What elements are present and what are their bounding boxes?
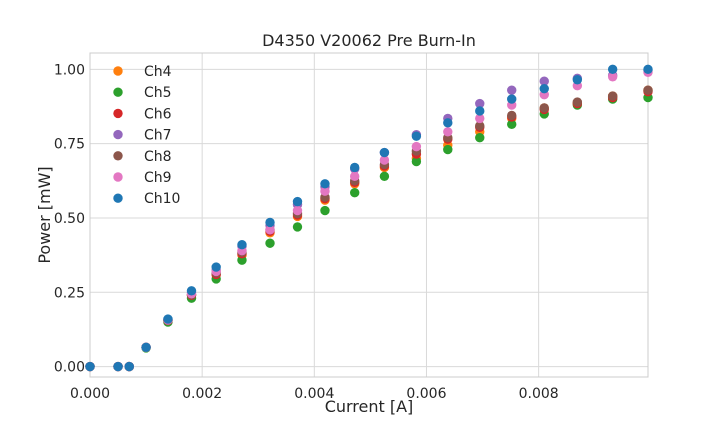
data-point [475, 113, 485, 124]
data-point [443, 118, 453, 128]
x-tick-label: 0.002 [182, 386, 222, 402]
data-point [572, 97, 583, 107]
data-point [211, 262, 221, 272]
data-point [379, 147, 390, 158]
plot-background [90, 53, 648, 377]
y-tick-label: 0.00 [54, 360, 85, 376]
data-point [443, 144, 453, 155]
data-point [113, 361, 123, 372]
x-tick-label: 0.006 [406, 386, 446, 402]
data-point [265, 238, 275, 248]
points-layer [85, 64, 653, 372]
data-point [349, 188, 360, 198]
data-point [237, 240, 247, 250]
data-point [379, 171, 390, 182]
series-ch10 [85, 64, 653, 372]
data-point [411, 131, 422, 141]
data-point [607, 64, 618, 75]
data-point [539, 76, 549, 86]
data-point [507, 110, 517, 121]
data-point [539, 83, 549, 94]
grid-layer [89, 53, 648, 377]
legend: Ch4 Ch5 Ch6 Ch7 Ch8 Ch9 Ch10 [113, 64, 180, 207]
data-point [379, 155, 390, 165]
data-point [349, 162, 360, 173]
legend-label: Ch5 [144, 85, 172, 101]
y-tick-label: 0.75 [54, 137, 85, 153]
legend-item: Ch6 [113, 106, 172, 122]
y-tick-label: 0.25 [54, 285, 85, 301]
data-point [265, 225, 275, 235]
legend-item: Ch7 [113, 128, 172, 144]
data-point [572, 75, 583, 85]
legend-marker [113, 108, 123, 119]
data-point [141, 342, 151, 352]
data-point [411, 156, 422, 167]
y-axis-label: Power [mW] [35, 166, 54, 263]
legend-label: Ch6 [144, 106, 172, 122]
data-point [85, 361, 95, 372]
legend-label: Ch9 [144, 170, 172, 186]
x-axis-label: Current [A] [325, 397, 414, 416]
data-point [411, 141, 422, 152]
data-point [643, 85, 653, 95]
data-point [607, 91, 618, 101]
tick-layer: 0.000 0.002 0.004 0.006 0.008 0.00 0.25 0.50 0.7… [54, 62, 559, 402]
legend-marker [113, 172, 123, 182]
y-tick-label: 0.50 [54, 211, 85, 227]
legend-label: Ch4 [144, 64, 172, 80]
data-point [507, 119, 517, 130]
x-tick-label: 0.000 [70, 386, 110, 402]
data-point [320, 186, 330, 196]
x-tick-label: 0.008 [519, 386, 559, 402]
legend-marker [113, 66, 123, 76]
data-point [475, 133, 485, 143]
x-tick-label: 0.004 [294, 386, 334, 402]
data-point [265, 217, 275, 228]
data-point [607, 72, 618, 82]
data-point [163, 314, 173, 324]
legend-item: Ch5 [113, 85, 172, 101]
legend-label: Ch7 [144, 128, 172, 144]
data-point [124, 361, 134, 372]
y-tick-label: 1.00 [54, 62, 85, 78]
data-point [237, 255, 247, 265]
data-point [507, 85, 517, 95]
legend-label: Ch10 [144, 191, 180, 207]
data-point [539, 103, 549, 113]
data-point [186, 286, 197, 296]
data-point [643, 64, 653, 75]
data-point [507, 94, 517, 104]
legend-marker [113, 87, 123, 97]
chart-title: D4350 V20062 Pre Burn-In [262, 31, 476, 50]
legend-item: Ch9 [113, 170, 172, 186]
data-point [443, 127, 453, 137]
legend-marker [113, 193, 123, 203]
legend-item: Ch8 [113, 149, 172, 165]
data-point [292, 196, 303, 207]
data-point [292, 222, 303, 232]
plot-frame [89, 52, 649, 378]
data-point [475, 121, 485, 131]
data-point [475, 98, 485, 109]
data-point [349, 171, 360, 182]
legend-item: Ch4 [113, 64, 172, 80]
legend-item: Ch10 [113, 191, 180, 207]
legend-marker [113, 151, 123, 161]
data-point [475, 106, 485, 116]
data-point [320, 179, 330, 189]
legend-label: Ch8 [144, 149, 172, 165]
legend-marker [113, 129, 123, 140]
data-point [292, 205, 303, 216]
data-point [320, 205, 330, 216]
